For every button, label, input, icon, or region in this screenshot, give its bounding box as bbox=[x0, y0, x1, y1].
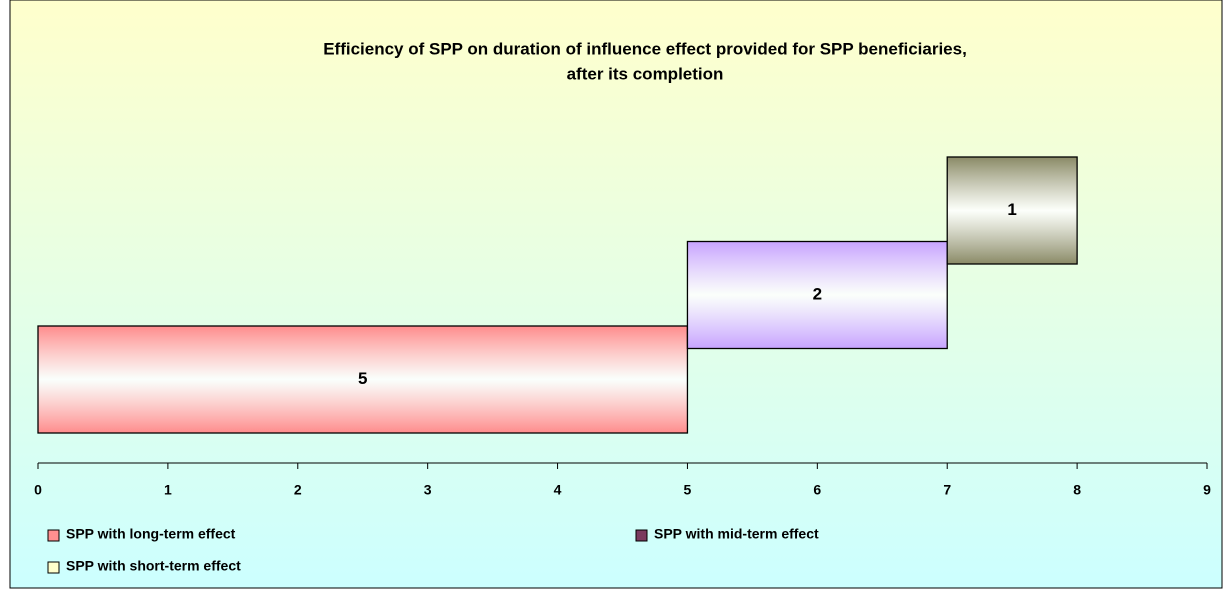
legend-label: SPP with short-term effect bbox=[66, 558, 241, 574]
legend-swatch bbox=[635, 529, 648, 542]
x-tick-label: 9 bbox=[1203, 482, 1211, 498]
data-label: 5 bbox=[358, 369, 367, 388]
data-label: 1 bbox=[1007, 200, 1016, 219]
chart-title: Efficiency of SPP on duration of influen… bbox=[323, 39, 967, 58]
chart-title: after its completion bbox=[567, 64, 724, 83]
x-tick-label: 3 bbox=[424, 482, 432, 498]
legend-label: SPP with long-term effect bbox=[66, 526, 236, 542]
x-tick-label: 4 bbox=[554, 482, 562, 498]
x-tick-label: 7 bbox=[943, 482, 951, 498]
x-tick-label: 1 bbox=[164, 482, 172, 498]
bar bbox=[686, 240, 948, 350]
x-tick-label: 6 bbox=[813, 482, 821, 498]
legend-swatch bbox=[47, 529, 60, 542]
x-tick-label: 2 bbox=[294, 482, 302, 498]
data-label: 2 bbox=[813, 284, 822, 303]
x-tick-label: 8 bbox=[1073, 482, 1081, 498]
bar bbox=[946, 156, 1078, 265]
x-tick-label: 0 bbox=[34, 482, 42, 498]
x-tick-label: 5 bbox=[684, 482, 692, 498]
legend-swatch bbox=[47, 561, 60, 574]
chart-background bbox=[9, 0, 1223, 589]
legend-label: SPP with mid-term effect bbox=[654, 526, 819, 542]
bar bbox=[37, 325, 689, 434]
